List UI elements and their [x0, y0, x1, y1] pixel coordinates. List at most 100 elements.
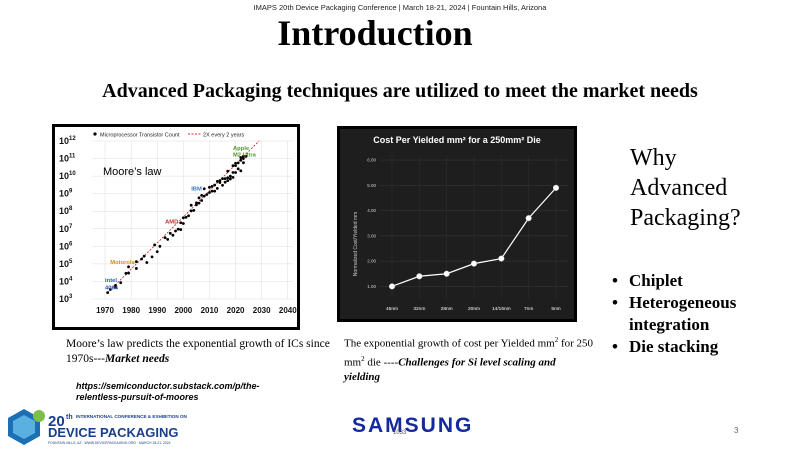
chart-legend: Microprocessor Transistor Count 2X every…	[93, 132, 245, 139]
data-point	[213, 183, 217, 187]
data-point	[184, 215, 188, 219]
y-tick-label: 2.00	[367, 259, 376, 264]
x-tick-label: 1990	[148, 306, 166, 315]
data-point	[525, 215, 532, 222]
data-point	[388, 283, 396, 290]
data-point	[498, 255, 505, 262]
data-point	[231, 171, 235, 174]
moore-caption-emphasis: Market needs	[104, 353, 170, 365]
data-point	[416, 273, 423, 280]
chart-annotation-label: intel	[105, 278, 117, 284]
data-point	[114, 286, 117, 289]
cost-caption-emphasis: Challenges for Si level scaling and yiel…	[344, 356, 556, 384]
data-point	[242, 154, 245, 158]
chart-annotation-label: AMD	[165, 219, 178, 225]
data-point	[236, 167, 240, 171]
moore-caption-text: Moore’s law predicts the exponential gro…	[66, 338, 330, 365]
x-tick-label: 2020	[227, 306, 245, 315]
slide-subtitle: Advanced Packaging techniques are utiliz…	[102, 80, 698, 102]
data-point	[234, 164, 237, 168]
y-tick-label: 108	[59, 206, 73, 216]
data-point	[176, 227, 180, 231]
data-point	[215, 179, 219, 183]
data-point	[155, 250, 159, 254]
x-tick-label: 1970	[96, 306, 114, 315]
data-point	[187, 214, 190, 218]
data-point	[114, 283, 117, 287]
y-tick-label: 105	[59, 259, 73, 269]
data-point	[226, 179, 230, 183]
data-point	[231, 164, 235, 168]
chart-annotation-label: Apple	[233, 146, 250, 152]
data-point	[242, 157, 245, 160]
data-point	[134, 267, 138, 270]
data-point	[202, 187, 206, 191]
data-point	[210, 184, 214, 188]
x-tick-label: 2000	[174, 306, 192, 315]
data-point	[150, 255, 154, 259]
y-tick-label: 1.00	[367, 284, 376, 289]
bullet-die-stacking: Die stacking	[612, 336, 792, 358]
data-point	[195, 203, 198, 207]
y-tick-label: 106	[59, 241, 73, 251]
device-packaging-conference-logo: 20 th INTERNATIONAL CONFERENCE & EXHIBIT…	[4, 407, 209, 447]
why-advanced-packaging-heading: Why Advanced Packaging?	[630, 143, 790, 233]
x-tick-label: 5nm	[551, 306, 560, 312]
data-point	[242, 161, 245, 165]
data-point	[221, 177, 224, 181]
cost-chart-caption: The exponential growth of cost per Yield…	[344, 333, 594, 385]
data-point	[234, 171, 237, 174]
moores-law-chart-svg: 1012 1011 1010 109 108 107 106 105 104 103 1970 19…	[55, 127, 297, 327]
data-point	[210, 189, 214, 193]
data-point	[168, 231, 172, 235]
x-tick-label: 2010	[201, 306, 219, 315]
data-point	[179, 221, 183, 225]
cost-chart-title: Cost Per Yielded mm² for a 250mm² Die	[373, 135, 541, 145]
data-point	[223, 180, 227, 184]
cost-caption-sup-1: 2	[554, 336, 559, 344]
cost-caption-text-3: die ----	[364, 356, 399, 369]
data-point	[153, 243, 157, 247]
data-point	[218, 181, 222, 184]
data-point	[244, 154, 248, 158]
data-point	[228, 177, 232, 181]
cost-chart-ylabel: Normalized Cost/Yielded mm	[353, 212, 359, 277]
data-point	[163, 236, 167, 240]
data-point	[226, 169, 230, 173]
bullet-chiplet: Chiplet	[612, 270, 792, 292]
source-link[interactable]: https://semiconductor.substack.com/p/the…	[76, 381, 260, 402]
data-point	[208, 185, 211, 189]
data-point	[189, 203, 193, 207]
data-point	[470, 260, 478, 267]
data-point	[215, 186, 219, 190]
data-point	[213, 189, 217, 193]
data-point	[119, 281, 123, 285]
data-point	[231, 175, 235, 179]
data-point	[552, 184, 560, 191]
data-point	[171, 233, 175, 237]
data-point	[181, 222, 185, 225]
y-tick-label: 107	[59, 224, 73, 234]
data-point	[106, 291, 110, 295]
data-point	[108, 288, 112, 291]
data-point	[166, 237, 170, 241]
conference-logo-line-3: FOUNTAIN HILLS, AZ · WWW.DEVICEPACKAGING…	[48, 441, 171, 445]
data-point	[124, 271, 128, 275]
y-tick-label: 3.00	[367, 233, 376, 238]
slide-title: Introduction	[277, 13, 473, 53]
moores-law-caption: Moore’s law predicts the exponential gro…	[66, 337, 336, 367]
data-point	[228, 174, 232, 178]
data-point	[239, 156, 243, 159]
data-point	[234, 161, 237, 165]
data-point	[239, 158, 243, 162]
page-number: 3	[734, 426, 739, 435]
data-point	[218, 179, 222, 182]
why-line-1: Why	[630, 145, 677, 171]
chart-annotation-label: M2 Ultra	[233, 153, 257, 159]
advanced-packaging-bullets: Chiplet Heterogeneous integration Die st…	[612, 270, 792, 358]
data-point	[127, 271, 130, 275]
data-point	[127, 265, 130, 269]
moores-law-chart: 1012 1011 1010 109 108 107 106 105 104 103 1970 19…	[52, 124, 300, 330]
data-point	[202, 194, 206, 198]
data-point	[195, 201, 198, 205]
